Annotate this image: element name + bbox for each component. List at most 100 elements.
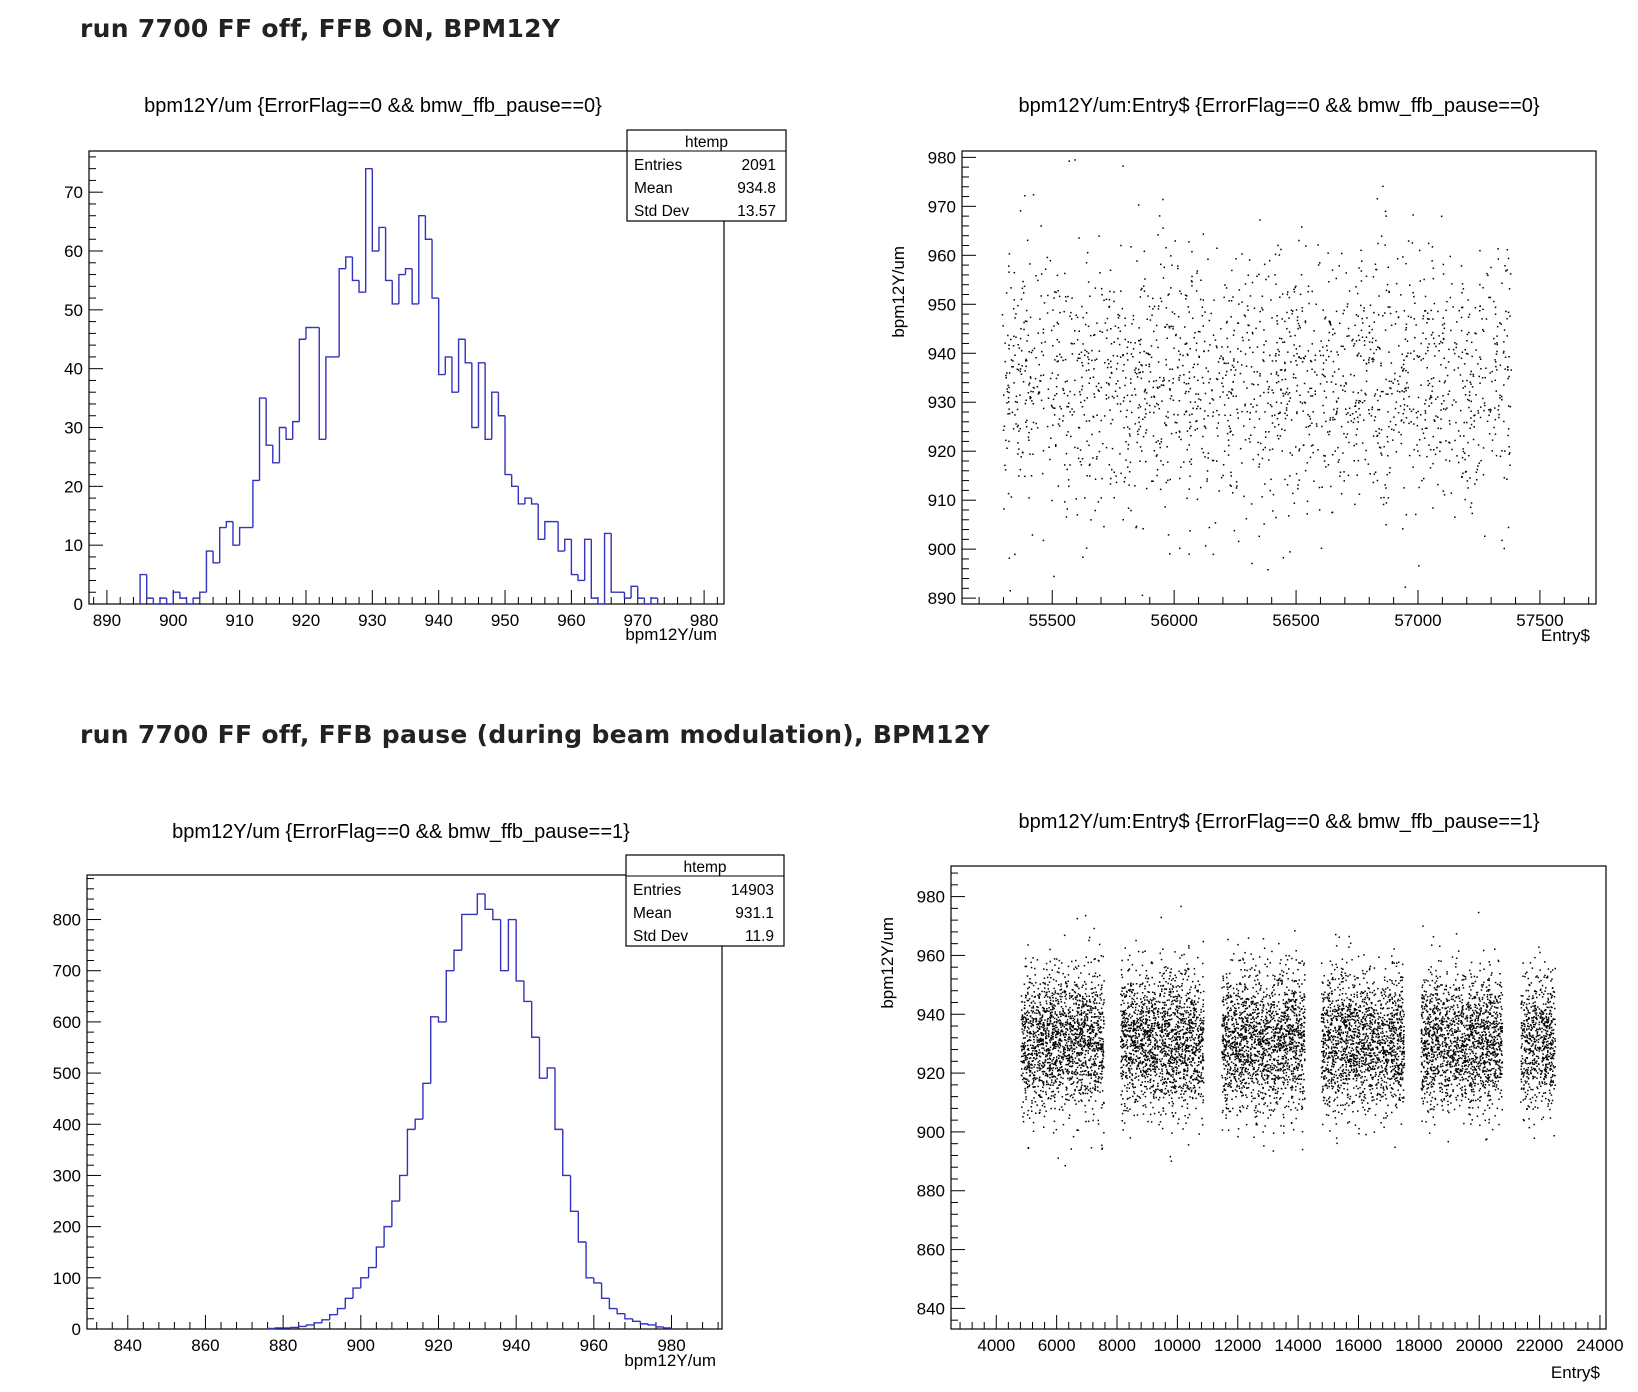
scatter-point bbox=[1425, 399, 1427, 401]
scatter-point bbox=[1085, 547, 1088, 549]
scatter-point bbox=[1340, 425, 1343, 428]
scatter-point bbox=[1257, 383, 1259, 386]
scatter-point bbox=[1537, 1028, 1539, 1031]
scatter-point bbox=[1021, 365, 1023, 367]
y-tick-label: 100 bbox=[53, 1269, 81, 1288]
scatter-point bbox=[1224, 1083, 1227, 1085]
scatter-point bbox=[1494, 379, 1496, 382]
scatter-point bbox=[1184, 1057, 1186, 1059]
scatter-point bbox=[1524, 1062, 1527, 1064]
scatter-point bbox=[1153, 396, 1156, 398]
scatter-point bbox=[1536, 1086, 1538, 1088]
scatter-point bbox=[1097, 1042, 1099, 1045]
histogram-bin bbox=[165, 598, 174, 605]
scatter-point bbox=[1304, 320, 1307, 322]
scatter-point bbox=[1186, 1084, 1189, 1087]
scatter-point bbox=[1013, 382, 1015, 384]
scatter-point bbox=[1280, 248, 1282, 251]
scatter-point bbox=[1098, 1011, 1100, 1014]
scatter-point bbox=[1198, 1025, 1200, 1027]
scatter-point bbox=[1172, 1087, 1175, 1089]
scatter-point bbox=[1064, 1032, 1066, 1035]
scatter-point bbox=[1248, 259, 1251, 261]
scatter-point bbox=[1468, 1071, 1470, 1073]
scatter-point bbox=[1101, 477, 1103, 480]
scatter-point bbox=[1273, 1108, 1276, 1111]
scatter-point bbox=[1362, 1027, 1364, 1030]
scatter-point bbox=[1285, 391, 1288, 393]
scatter-point bbox=[1343, 348, 1346, 350]
scatter-point bbox=[1483, 981, 1485, 984]
scatter-point bbox=[1281, 428, 1283, 430]
scatter-point bbox=[1196, 272, 1198, 274]
scatter-point bbox=[1256, 346, 1259, 348]
scatter-point bbox=[1331, 454, 1334, 456]
scatter-point bbox=[1368, 1009, 1370, 1012]
scatter-point bbox=[1468, 399, 1470, 402]
scatter-point bbox=[1209, 344, 1211, 346]
scatter-point bbox=[1065, 452, 1068, 455]
scatter-point bbox=[1551, 1029, 1553, 1032]
scatter-point bbox=[1431, 1085, 1434, 1088]
scatter-point bbox=[1369, 1032, 1372, 1035]
scatter-point bbox=[1420, 342, 1422, 345]
scatter-point bbox=[1339, 475, 1341, 477]
scatter-point bbox=[1286, 1078, 1288, 1081]
scatter-point bbox=[1150, 1063, 1152, 1066]
scatter-point bbox=[1257, 1012, 1259, 1015]
scatter-point bbox=[1324, 316, 1327, 318]
scatter-point bbox=[1429, 396, 1432, 399]
scatter-point bbox=[1051, 1036, 1054, 1039]
scatter-point bbox=[1103, 1023, 1105, 1025]
scatter-point bbox=[1160, 1063, 1162, 1065]
scatter-point bbox=[1152, 297, 1154, 300]
scatter-point bbox=[1284, 1006, 1287, 1008]
scatter-point bbox=[1372, 1041, 1374, 1043]
scatter-point bbox=[1389, 312, 1392, 315]
scatter-point bbox=[1323, 390, 1326, 392]
scatter-point bbox=[1297, 484, 1299, 486]
scatter-point bbox=[1077, 457, 1080, 460]
scatter-point bbox=[1496, 1075, 1499, 1077]
scatter-point bbox=[1154, 1071, 1157, 1073]
scatter-point bbox=[1400, 1038, 1402, 1041]
scatter-point bbox=[1076, 967, 1078, 970]
scatter-point bbox=[1533, 1059, 1536, 1062]
scatter-point bbox=[1468, 1006, 1471, 1008]
scatter-point bbox=[1183, 1068, 1185, 1071]
scatter-point bbox=[1137, 407, 1140, 409]
scatter-point bbox=[1419, 439, 1421, 441]
scatter-point bbox=[1258, 1095, 1260, 1097]
scatter-point bbox=[1145, 352, 1148, 354]
scatter-point bbox=[1250, 953, 1252, 955]
scatter-point bbox=[1501, 1026, 1503, 1028]
scatter-point bbox=[1168, 293, 1170, 295]
scatter-point bbox=[1149, 411, 1151, 414]
scatter-point bbox=[1283, 1069, 1285, 1071]
scatter-point bbox=[1245, 1094, 1247, 1096]
scatter-point bbox=[1385, 1081, 1388, 1084]
scatter-point bbox=[1344, 1019, 1347, 1021]
scatter-point bbox=[1358, 402, 1360, 404]
scatter-point bbox=[1235, 487, 1238, 489]
scatter-point bbox=[1132, 348, 1135, 350]
scatter-point bbox=[1499, 1001, 1501, 1003]
scatter-point bbox=[1470, 410, 1472, 412]
scatter-point bbox=[1184, 392, 1187, 395]
x-tick-label: 22000 bbox=[1516, 1336, 1563, 1355]
scatter-point bbox=[1423, 1043, 1426, 1045]
scatter-point bbox=[1150, 1041, 1152, 1043]
scatter-point bbox=[1345, 1042, 1347, 1044]
y-tick-label: 940 bbox=[917, 1005, 945, 1024]
scatter-point bbox=[1307, 291, 1309, 293]
scatter-point bbox=[1373, 395, 1376, 397]
scatter-point bbox=[1440, 1099, 1442, 1101]
scatter-point bbox=[1432, 435, 1434, 438]
scatter-point bbox=[1285, 1000, 1288, 1003]
histogram-bin bbox=[484, 893, 493, 910]
scatter-point bbox=[1022, 1033, 1025, 1035]
scatter-point bbox=[1412, 214, 1414, 216]
scatter-point bbox=[1194, 401, 1196, 403]
scatter-point bbox=[1531, 1026, 1533, 1029]
scatter-point bbox=[1145, 1021, 1148, 1023]
